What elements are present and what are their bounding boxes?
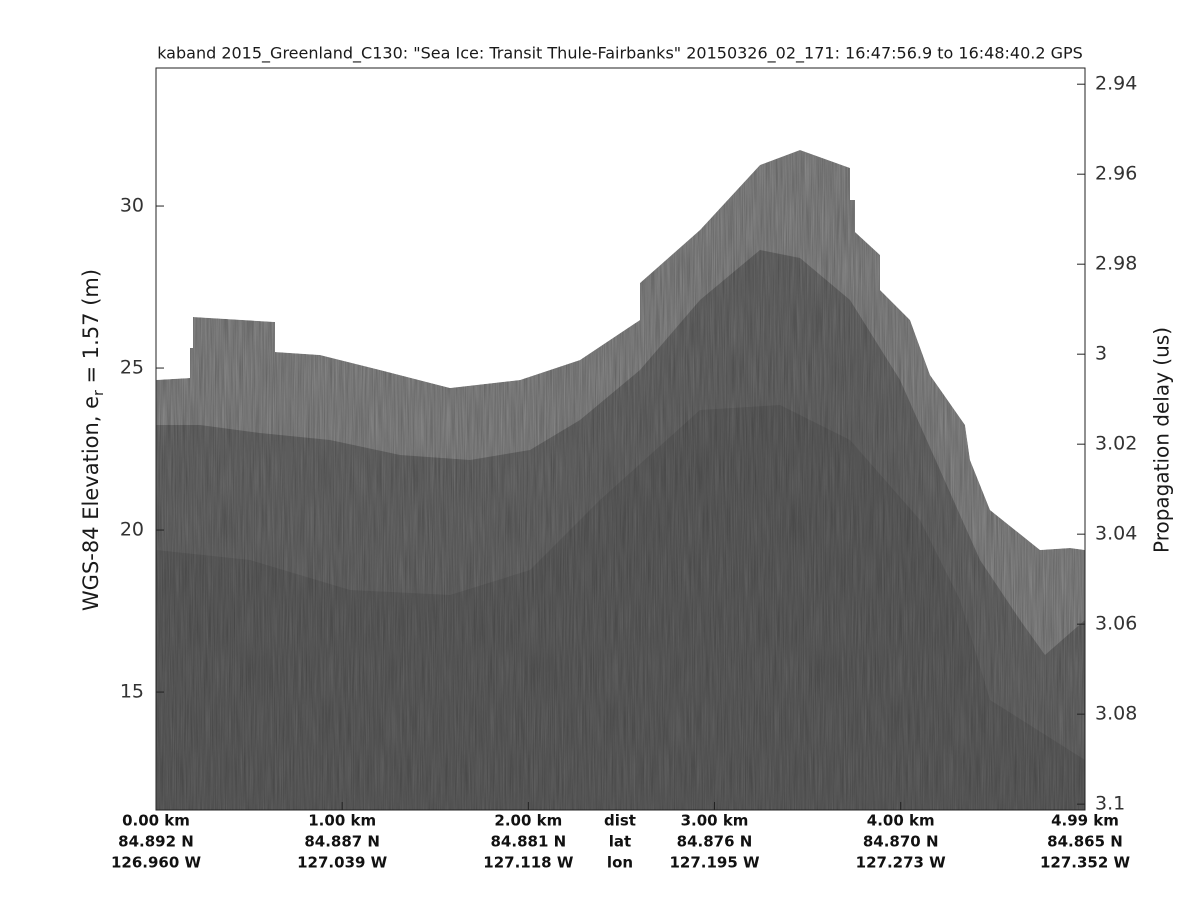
- x-tick-lat: 84.865 N: [1047, 833, 1123, 851]
- x-tick-lon: 127.039 W: [297, 854, 388, 872]
- x-tick-lat: 84.892 N: [118, 833, 194, 851]
- y2-tick-label: 2.96: [1095, 163, 1137, 185]
- x-tick-lat: 84.887 N: [304, 833, 380, 851]
- y2-tick-label: 2.98: [1095, 253, 1137, 275]
- y-label-rest: = 1.57 (m): [79, 269, 103, 390]
- x-tick-lon: 127.195 W: [669, 854, 760, 872]
- x-tick-lat: 84.876 N: [677, 833, 753, 851]
- echo-mask: [156, 68, 1085, 550]
- x-tick-lon: 127.352 W: [1040, 854, 1131, 872]
- y2-tick-label: 3.04: [1095, 523, 1137, 545]
- x-tick-label: 1.00 km: [308, 812, 376, 830]
- x-row-label: lat: [609, 833, 631, 851]
- x-tick-label: 2.00 km: [494, 812, 562, 830]
- x-tick-label: 0.00 km: [122, 812, 190, 830]
- x-row-label: dist: [604, 812, 636, 830]
- chart-title: kaband 2015_Greenland_C130: "Sea Ice: Tr…: [157, 44, 1083, 64]
- x-tick-lat: 84.870 N: [863, 833, 939, 851]
- y2-tick-label: 3.08: [1095, 703, 1137, 725]
- y-tick-label: 25: [120, 357, 144, 379]
- y2-tick-label: 3: [1095, 343, 1107, 365]
- y2-tick-label: 2.94: [1095, 73, 1137, 95]
- echogram-image: [156, 68, 1085, 810]
- plot-frame: [155, 67, 1086, 811]
- y-tick-label: 30: [120, 195, 144, 217]
- y-label-main: WGS-84 Elevation, e: [79, 396, 103, 611]
- y2-tick-label: 3.02: [1095, 433, 1137, 455]
- x-tick-lon: 127.118 W: [483, 854, 574, 872]
- y-tick-label: 20: [120, 519, 144, 541]
- y2-axis-label: Propagation delay (us): [1150, 327, 1174, 553]
- y-tick-label: 15: [120, 681, 144, 703]
- x-tick-label: 4.99 km: [1051, 812, 1119, 830]
- x-tick-lat: 84.881 N: [491, 833, 567, 851]
- y2-tick-label: 3.1: [1095, 793, 1125, 815]
- y-label-sub: r: [91, 390, 107, 396]
- x-tick-label: 3.00 km: [681, 812, 749, 830]
- x-tick-lon: 127.273 W: [856, 854, 947, 872]
- y-axis-label: WGS-84 Elevation, er = 1.57 (m): [79, 269, 107, 611]
- x-row-label: lon: [607, 854, 633, 872]
- x-tick-label: 4.00 km: [867, 812, 935, 830]
- y2-tick-label: 3.06: [1095, 613, 1137, 635]
- x-tick-lon: 126.960 W: [111, 854, 202, 872]
